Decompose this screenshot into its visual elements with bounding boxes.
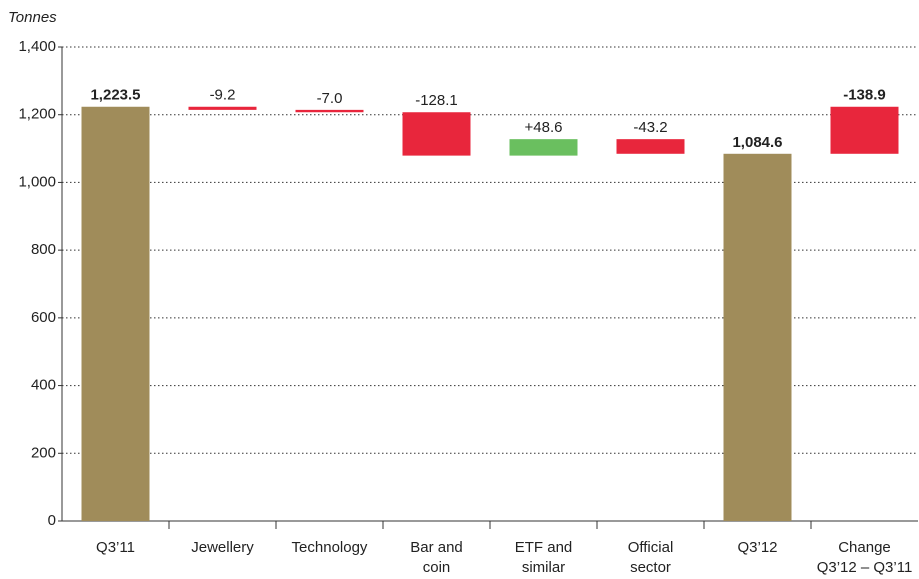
- bar: [81, 106, 150, 521]
- y-tick-label: 1,400: [18, 38, 56, 55]
- value-label: 1,223.5: [90, 87, 140, 104]
- value-label: -7.0: [317, 90, 343, 107]
- y-tick-label: 800: [31, 241, 56, 258]
- y-tick-label: 400: [31, 377, 56, 394]
- x-tick-label: Q3’11: [96, 539, 135, 556]
- bar: [616, 139, 685, 154]
- x-tick-label: Q3’12: [737, 539, 777, 556]
- y-tick-label: 1,000: [18, 173, 56, 190]
- x-tick-label: Official sector: [628, 539, 674, 576]
- bar: [723, 153, 792, 521]
- y-tick-label: 200: [31, 444, 56, 461]
- bar: [830, 106, 899, 154]
- value-label: -138.9: [843, 87, 886, 104]
- bar: [295, 109, 364, 113]
- y-tick-label: 0: [48, 512, 56, 529]
- x-tick-label: ETF and similar: [515, 539, 573, 576]
- y-tick-label: 1,200: [18, 106, 56, 123]
- x-tick-label: Technology: [292, 539, 368, 556]
- value-label: -9.2: [210, 87, 236, 104]
- bar: [509, 139, 578, 156]
- value-label: 1,084.6: [732, 134, 782, 151]
- bar: [402, 112, 471, 156]
- x-tick-label: Bar and coin: [410, 539, 463, 576]
- y-axis-label: Tonnes: [8, 9, 57, 26]
- x-tick-label: Change Q3’12 – Q3’11: [817, 539, 913, 576]
- x-tick-label: Jewellery: [191, 539, 254, 556]
- value-label: -128.1: [415, 92, 458, 109]
- bar: [188, 106, 257, 110]
- y-tick-label: 600: [31, 309, 56, 326]
- value-label: -43.2: [633, 119, 667, 136]
- value-label: +48.6: [525, 119, 563, 136]
